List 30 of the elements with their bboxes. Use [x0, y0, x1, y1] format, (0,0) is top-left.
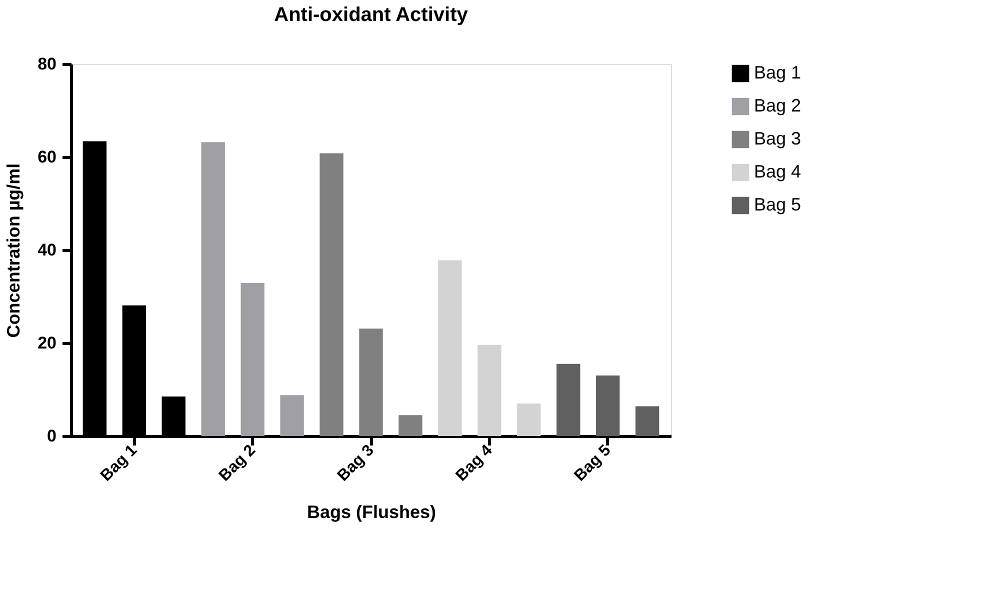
- bar: [201, 142, 225, 436]
- y-tick-label: 60: [38, 148, 56, 166]
- legend-label: Bag 5: [754, 194, 802, 214]
- bar: [280, 395, 304, 436]
- bar: [517, 403, 541, 436]
- legend-label: Bag 1: [754, 62, 802, 82]
- bar: [556, 364, 580, 436]
- y-tick-label: 0: [47, 426, 56, 446]
- bar: [478, 344, 502, 436]
- y-axis-title: Concentration µg/ml: [4, 163, 24, 338]
- y-tick-label: 80: [38, 54, 56, 74]
- bar: [635, 406, 660, 436]
- chart-title: Anti-oxidant Activity: [274, 4, 469, 26]
- y-tick-label: 40: [38, 240, 56, 260]
- bar: [596, 376, 620, 436]
- legend-label: Bag 4: [754, 162, 802, 182]
- x-tick-label: Bag 2: [216, 442, 260, 485]
- bar: [438, 260, 462, 436]
- legend-label: Bag 3: [754, 128, 802, 148]
- x-tick-label: Bag 4: [452, 442, 496, 485]
- bar: [320, 153, 344, 436]
- x-tick-label: Bag 1: [98, 442, 141, 485]
- bar: [240, 283, 264, 436]
- x-tick-label: Bag 3: [334, 442, 378, 485]
- x-tick-label: Bag 5: [571, 442, 614, 485]
- bar: [359, 328, 383, 436]
- legend-label: Bag 2: [754, 96, 802, 116]
- x-axis-title: Bags (Flushes): [306, 502, 436, 522]
- y-tick-label: 20: [38, 334, 56, 352]
- bar: [398, 415, 422, 436]
